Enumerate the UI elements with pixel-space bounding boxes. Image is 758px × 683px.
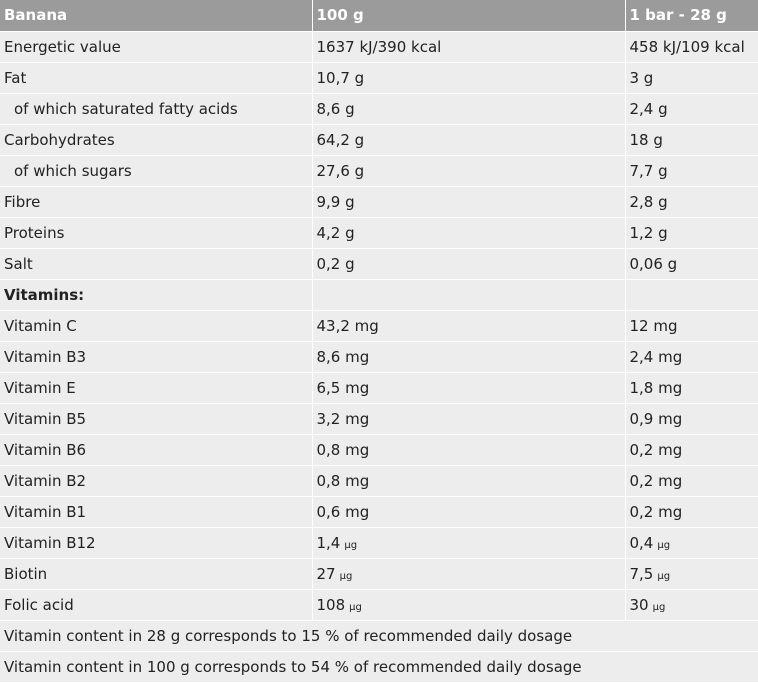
table-cell: 0,6 mg [312,496,626,528]
cell-unit: µg [657,539,671,551]
table-cell: 4,2 g [312,217,626,249]
table-cell: 2,4 g [625,93,758,125]
cell-unit: µg [339,570,353,582]
table-cell: Biotin [0,558,313,590]
table-cell: 18 g [625,124,758,156]
table-cell: 1,8 mg [625,372,758,404]
table-cell: Salt [0,248,313,280]
table-cell: 0,8 mg [312,465,626,497]
table-cell: Energetic value [0,31,313,63]
table-cell: 27,6 g [312,155,626,187]
footer-row: Vitamin content in 28 g corresponds to 1… [0,620,758,652]
table-row: Vitamins: [0,279,758,311]
table-cell: 1637 kJ/390 kcal [312,31,626,63]
footer-row: Vitamin content in 100 g corresponds to … [0,651,758,683]
table-cell: 2,4 mg [625,341,758,373]
table-row: Vitamin B3 8,6 mg 2,4 mg [0,341,758,373]
table-cell: 10,7 g [312,62,626,94]
footer-cell: Vitamin content in 100 g corresponds to … [0,651,758,683]
table-cell: 0,9 mg [625,403,758,435]
table-row: Vitamin B6 0,8 mg 0,2 mg [0,434,758,466]
cell-value: 0,4 [629,533,654,552]
table-cell: Vitamins: [0,279,313,311]
table-cell: 43,2 mg [312,310,626,342]
table-cell: 12 mg [625,310,758,342]
table-cell: 3 g [625,62,758,94]
table-row: Carbohydrates 64,2 g 18 g [0,124,758,156]
table-cell: 0,2 mg [625,434,758,466]
table-cell: Vitamin B6 [0,434,313,466]
table-body: Energetic value 1637 kJ/390 kcal 458 kJ/10… [0,31,758,683]
table-cell: 0,2 mg [625,465,758,497]
table-row: Vitamin C 43,2 mg 12 mg [0,310,758,342]
table-cell: 1,4 µg [312,527,626,559]
table-cell: 0,4 µg [625,527,758,559]
table-cell: 0,2 g [312,248,626,280]
table-row: Vitamin E 6,5 mg 1,8 mg [0,372,758,404]
table-cell: 7,5 µg [625,558,758,590]
table-cell: 3,2 mg [312,403,626,435]
table-cell: 27 µg [312,558,626,590]
header-cell: Banana [0,0,313,32]
table-cell: of which saturated fatty acids [0,93,313,125]
header-row: Banana 100 g 1 bar - 28 g [0,0,758,32]
cell-value: 1,4 [316,533,341,552]
table-row: of which sugars 27,6 g 7,7 g [0,155,758,187]
table-cell: Vitamin E [0,372,313,404]
table-row: Vitamin B2 0,8 mg 0,2 mg [0,465,758,497]
table-cell: 1,2 g [625,217,758,249]
table-row: Energetic value 1637 kJ/390 kcal 458 kJ/10… [0,31,758,63]
table-cell: of which sugars [0,155,313,187]
table-row: Vitamin B1 0,6 mg 0,2 mg [0,496,758,528]
table-row: Vitamin B5 3,2 mg 0,9 mg [0,403,758,435]
table-cell: 6,5 mg [312,372,626,404]
table-cell: 9,9 g [312,186,626,218]
table-cell: 108 µg [312,589,626,621]
table-cell: 30 µg [625,589,758,621]
cell-value: 7,5 [629,564,654,583]
table-cell: Vitamin B1 [0,496,313,528]
table-cell: 64,2 g [312,124,626,156]
table-cell: 8,6 mg [312,341,626,373]
table-cell: 2,8 g [625,186,758,218]
table-row: Vitamin B12 1,4 µg 0,4 µg [0,527,758,559]
table-cell: Carbohydrates [0,124,313,156]
table-row: of which saturated fatty acids 8,6 g 2,4 g [0,93,758,125]
table-cell: Proteins [0,217,313,249]
footer-cell: Vitamin content in 28 g corresponds to 1… [0,620,758,652]
cell-value: 108 [316,595,346,614]
table-row: Fibre 9,9 g 2,8 g [0,186,758,218]
table-row: Salt 0,2 g 0,06 g [0,248,758,280]
table-row: Proteins 4,2 g 1,2 g [0,217,758,249]
table-cell: Fibre [0,186,313,218]
cell-unit: µg [349,601,362,613]
table-cell: Vitamin B5 [0,403,313,435]
header-cell: 100 g [312,0,626,32]
header-cell: 1 bar - 28 g [625,0,758,32]
table-cell: Folic acid [0,589,313,621]
table-cell: 0,2 mg [625,496,758,528]
table-row: Folic acid 108 µg 30 µg [0,589,758,621]
table-cell: 7,7 g [625,155,758,187]
table-cell: Fat [0,62,313,94]
table-cell: Vitamin B12 [0,527,313,559]
table-cell: Vitamin B2 [0,465,313,497]
cell-unit: µg [652,601,666,613]
cell-value: 27 [316,564,336,583]
table-cell: Vitamin B3 [0,341,313,373]
table-cell [312,279,626,311]
table-cell: 0,06 g [625,248,758,280]
table-cell: 8,6 g [312,93,626,125]
table-row: Biotin 27 µg 7,5 µg [0,558,758,590]
table-cell: 0,8 mg [312,434,626,466]
cell-value: 30 [629,595,649,614]
table-cell: Vitamin C [0,310,313,342]
cell-unit: µg [344,539,358,551]
cell-unit: µg [657,570,671,582]
table-cell [625,279,758,311]
table-cell: 458 kJ/109 kcal [625,31,758,63]
